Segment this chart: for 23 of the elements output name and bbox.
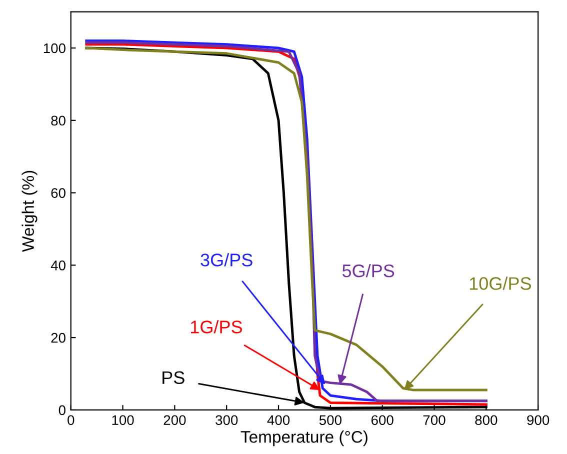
x-tick-label: 100 xyxy=(112,415,134,426)
x-tick-label: 300 xyxy=(216,415,238,426)
x-tick-label: 200 xyxy=(164,415,186,426)
x-tick-label: 0 xyxy=(68,415,74,426)
y-tick-label: 20 xyxy=(51,332,66,343)
x-tick-label: 800 xyxy=(475,415,498,426)
annotation: PS xyxy=(162,371,184,384)
y-tick-label: 40 xyxy=(50,260,66,270)
y-tick-label: 0 xyxy=(58,405,66,416)
y-axis-title: Weight (%) xyxy=(22,170,38,252)
annotation: 1G/PS xyxy=(191,320,242,334)
x-axis-title: Temperature (°C) xyxy=(240,430,368,446)
y-tick-label: 100 xyxy=(44,43,66,54)
annotation: 3G/PS xyxy=(200,253,252,266)
x-tick-label: 500 xyxy=(319,415,342,426)
x-tick-label: 700 xyxy=(423,415,446,426)
annotation: 10G/PS xyxy=(470,276,531,290)
annotation: 5G/PS xyxy=(342,264,394,278)
x-tick-label: 600 xyxy=(371,415,394,426)
y-tick-label: 60 xyxy=(51,188,66,198)
x-tick-label: 400 xyxy=(267,415,290,426)
y-tick-label: 80 xyxy=(51,116,66,126)
x-tick-label: 900 xyxy=(527,415,550,426)
